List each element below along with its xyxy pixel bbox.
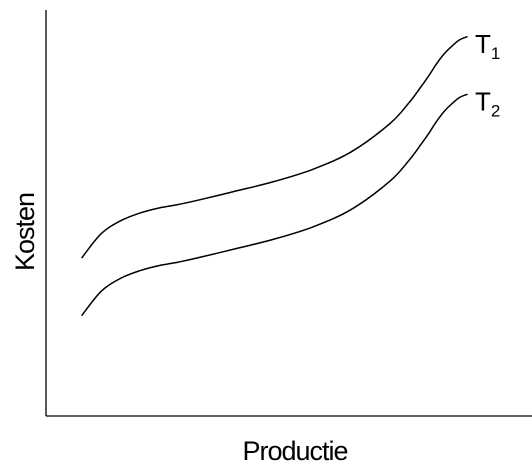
y-axis-label: Kosten [10,193,40,271]
series-label-name: T [475,29,491,59]
series-label-2: T2 [475,86,500,120]
series-line-2 [81,93,468,316]
series-line-1 [81,36,468,259]
series-label-subscript: 2 [491,101,500,120]
x-axis-label: Productie [242,436,347,466]
series-label-1: T1 [475,29,500,63]
series-label-name: T [475,86,491,116]
series-label-subscript: 1 [491,44,500,63]
